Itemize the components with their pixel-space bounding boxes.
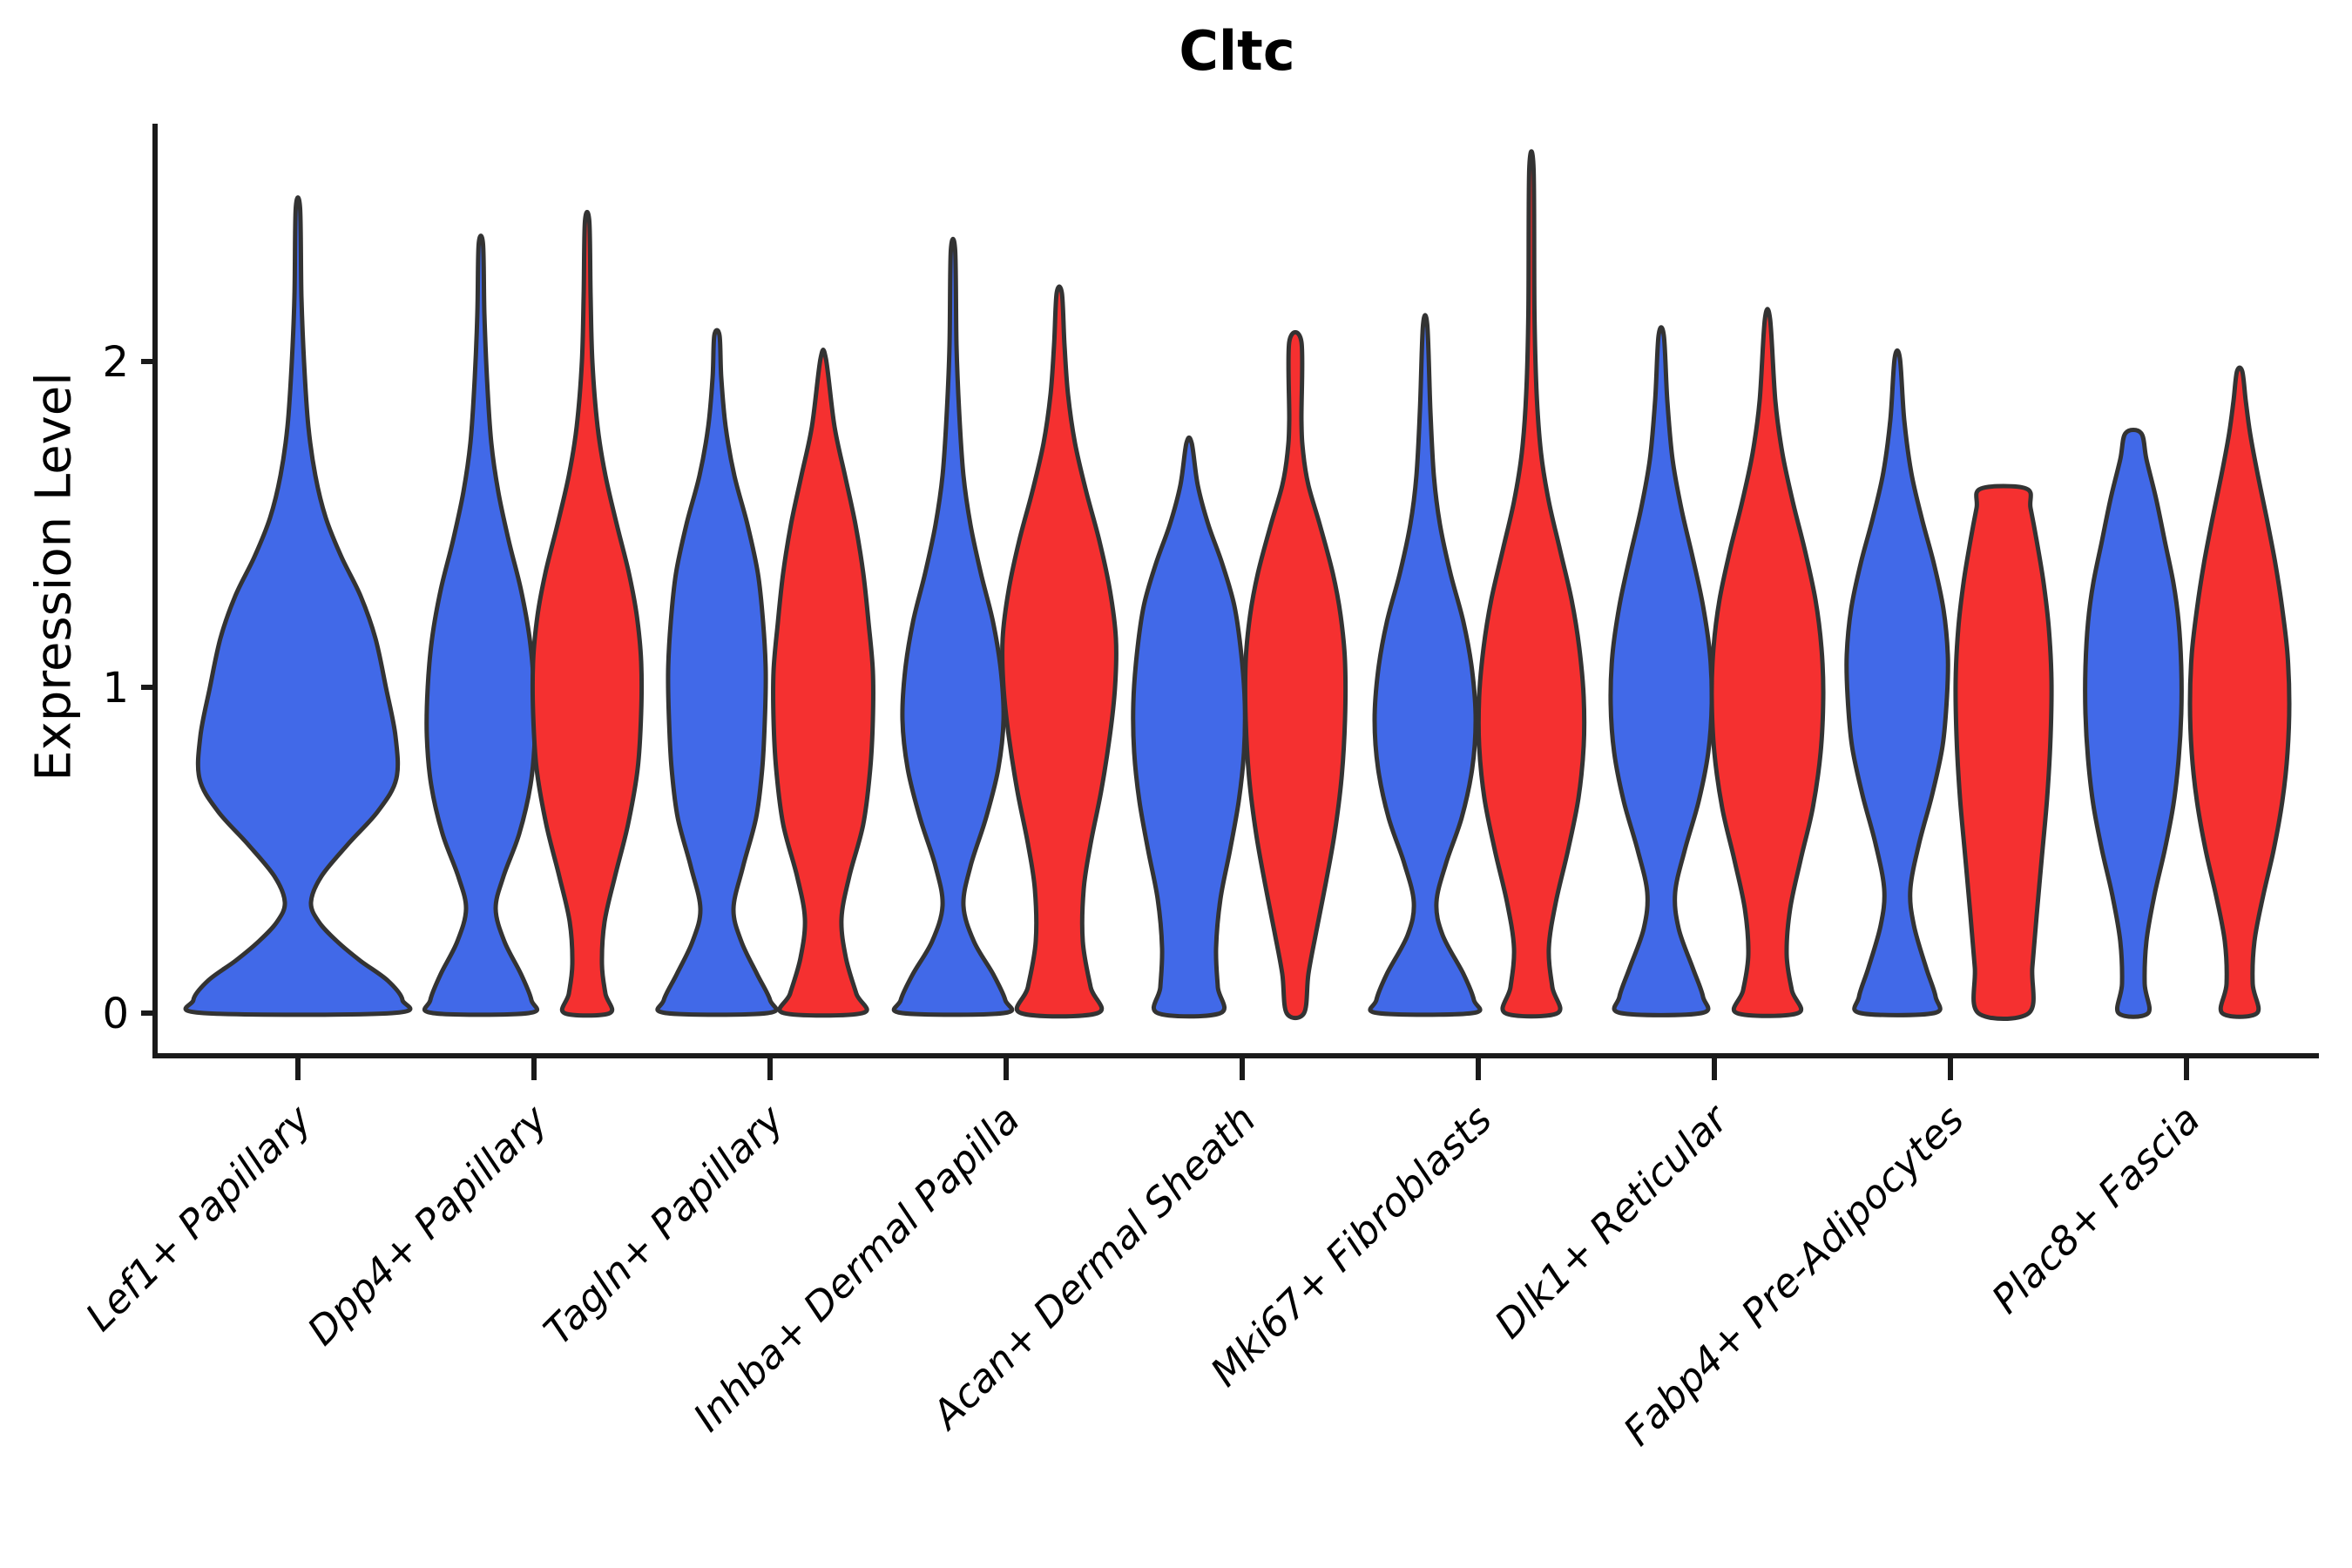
x-tick-label-lef1-papillary: Lef1+ Papillary [77, 1095, 321, 1340]
x-tick-label-tagln-papillary: Tagln+ Papillary [535, 1095, 794, 1354]
violin-lef1-papillary-blue [183, 195, 413, 1017]
violin-acan-dermal-sheath-red [1242, 329, 1348, 1021]
violin-mki67-fibroblasts-red [1476, 149, 1587, 1019]
x-tick-label-dlk1-reticular: Dlk1+ Reticular [1485, 1095, 1738, 1348]
violin-dpp4-papillary-blue [422, 233, 540, 1017]
violin-fabp4-pre-adipocytes-red [1953, 483, 2054, 1021]
violin-plac8-fascia-blue [2083, 428, 2184, 1019]
violin-dlk1-reticular-blue [1608, 325, 1714, 1017]
violin-fabp4-pre-adipocytes-blue [1844, 348, 1950, 1017]
violin-inhba-dermal-papilla-red [1000, 284, 1119, 1019]
violin-tagln-papillary-blue [655, 328, 779, 1017]
y-tick-label-2: 2 [102, 338, 129, 387]
violin-dpp4-papillary-red [530, 209, 645, 1018]
chart-title: Cltc [1179, 19, 1295, 83]
violin-dlk1-reticular-red [1709, 307, 1826, 1018]
violin-inhba-dermal-papilla-blue [891, 236, 1015, 1017]
x-tick-label-plac8-fascia: Plac8+ Fascia [1983, 1096, 2209, 1322]
violin-mki67-fibroblasts-blue [1368, 313, 1483, 1017]
violin-plac8-fascia-red [2187, 365, 2292, 1019]
x-tick-label-dpp4-papillary: Dpp4+ Papillary [299, 1095, 558, 1354]
violin-acan-dermal-sheath-blue [1131, 435, 1247, 1019]
y-tick-label-1: 1 [102, 664, 129, 713]
violin-tagln-papillary-red [771, 347, 875, 1018]
y-tick-label-0: 0 [102, 990, 129, 1038]
